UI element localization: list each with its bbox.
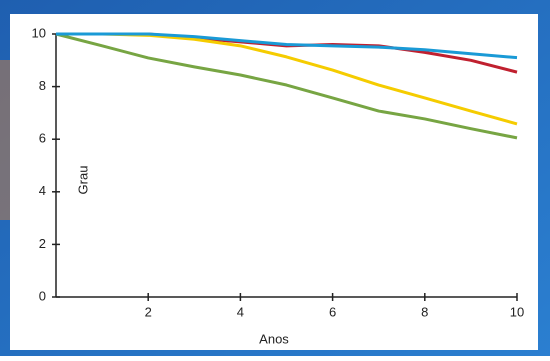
x-tick-label: 2	[145, 304, 152, 319]
chart: Anos Grau 0 2 4 6 8 10 2 4 6 8 10	[0, 0, 550, 356]
x-tick-label: 4	[237, 304, 244, 319]
y-tick-label: 4	[39, 183, 46, 198]
x-tick-label: 8	[421, 304, 428, 319]
y-tick-label: 2	[39, 236, 46, 251]
y-tick-label: 0	[39, 288, 46, 303]
y-tick-label: 10	[32, 25, 46, 40]
y-tick-label: 8	[39, 78, 46, 93]
x-tick-label: 6	[329, 304, 336, 319]
y-tick-label: 6	[39, 131, 46, 146]
x-tick-label: 10	[510, 304, 524, 319]
y-axis-label: Grau	[75, 166, 90, 195]
x-axis-label: Anos	[259, 331, 289, 346]
